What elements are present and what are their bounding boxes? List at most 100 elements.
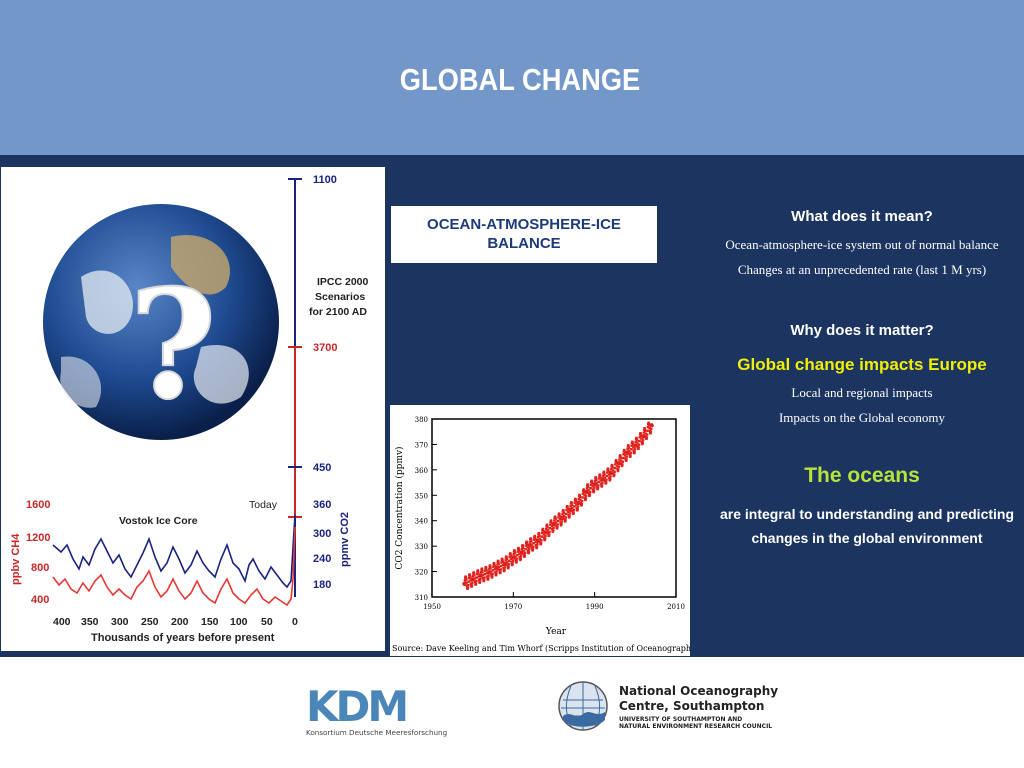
seasonal-marker (612, 472, 615, 475)
seasonal-marker (617, 468, 620, 471)
seasonal-marker (594, 476, 598, 480)
co2-tick-1100: 1100 (313, 174, 337, 186)
question-what: What does it mean? (791, 208, 933, 225)
seasonal-marker (601, 474, 605, 477)
seasonal-marker (556, 526, 559, 529)
ch4-axis-label: ppbv CH4 (10, 533, 22, 585)
seasonal-marker (599, 479, 602, 482)
seasonal-marker (548, 530, 551, 534)
seasonal-marker (645, 437, 648, 441)
ipcc-label-2: Scenarios (315, 291, 365, 303)
co2-tick-300: 300 (313, 528, 331, 540)
seasonal-marker (488, 567, 491, 571)
seasonal-marker (577, 501, 580, 505)
seasonal-marker (499, 564, 503, 568)
seasonal-marker (611, 469, 615, 472)
seasonal-marker (475, 576, 478, 579)
seasonal-marker (636, 445, 639, 448)
seasonal-marker (483, 572, 487, 576)
seasonal-marker (565, 512, 568, 516)
seasonal-marker (540, 539, 543, 542)
seasonal-marker (534, 543, 538, 547)
seasonal-marker (520, 547, 524, 551)
seasonal-marker (499, 570, 502, 574)
y-tick-label: 340 (415, 518, 428, 526)
seasonal-marker (578, 494, 581, 497)
seasonal-marker (540, 535, 543, 538)
seasonal-marker (566, 505, 569, 508)
data-point (649, 423, 654, 428)
vostok-co2-curve (52, 514, 296, 589)
seasonal-marker (465, 581, 468, 584)
seasonal-marker (627, 446, 631, 450)
seasonal-marker (585, 490, 588, 494)
seasonal-marker (607, 473, 611, 476)
seasonal-marker (491, 569, 495, 572)
seasonal-marker (528, 540, 532, 544)
x-tick-0: 0 (292, 616, 298, 628)
seasonal-marker (530, 543, 533, 546)
seasonal-marker (638, 439, 641, 443)
x-tick-200: 200 (171, 616, 189, 628)
seasonal-marker (621, 460, 624, 463)
seasonal-marker (536, 539, 539, 543)
seasonal-marker (589, 487, 592, 490)
seasonal-marker (481, 573, 485, 577)
seasonal-marker (603, 473, 606, 476)
seasonal-marker (580, 500, 584, 503)
seasonal-marker (583, 493, 586, 496)
seasonal-marker (493, 562, 496, 566)
seasonal-marker (483, 576, 486, 579)
seasonal-marker (597, 484, 600, 487)
seasonal-marker (619, 454, 622, 457)
seasonal-marker (548, 527, 552, 530)
seasonal-marker (556, 519, 560, 523)
seasonal-marker (593, 487, 596, 490)
seasonal-marker (541, 528, 545, 531)
seasonal-marker (511, 562, 514, 566)
seasonal-marker (613, 470, 616, 473)
seasonal-marker (514, 558, 517, 561)
seasonal-marker (465, 578, 468, 581)
seasonal-marker (471, 578, 474, 581)
seasonal-marker (618, 458, 621, 461)
seasonal-marker (474, 582, 478, 585)
seasonal-marker (489, 564, 492, 568)
seasonal-marker (646, 425, 650, 429)
seasonal-marker (607, 470, 610, 473)
seasonal-marker (532, 545, 535, 548)
seasonal-marker (593, 479, 597, 483)
x-tick-label: 1970 (504, 603, 522, 611)
x-tick-label: 1990 (586, 603, 604, 611)
seasonal-marker (471, 581, 474, 585)
seasonal-marker (492, 565, 495, 569)
seasonal-marker (503, 568, 506, 572)
seasonal-marker (633, 448, 637, 451)
seasonal-marker (523, 554, 527, 557)
seasonal-marker (522, 552, 526, 556)
seasonal-marker (650, 427, 653, 431)
kdm-logo-subtitle: Konsortium Deutsche Meeresforschung (306, 728, 447, 737)
seasonal-marker (497, 565, 501, 569)
seasonal-marker (591, 485, 594, 488)
seasonal-marker (637, 443, 641, 446)
seasonal-marker (582, 490, 586, 494)
question-mark: ? (129, 257, 217, 433)
seasonal-marker (626, 448, 629, 451)
y-tick-label: 310 (415, 594, 428, 602)
seasonal-marker (568, 512, 572, 515)
seasonal-marker (562, 511, 566, 515)
seasonal-marker (544, 531, 548, 534)
question-why: Why does it matter? (790, 322, 934, 339)
seasonal-marker (493, 567, 497, 571)
seasonal-marker (589, 483, 593, 486)
seasonal-marker (463, 582, 466, 585)
seasonal-marker (477, 578, 481, 581)
seasonal-marker (554, 521, 558, 524)
co2-axis-label: ppmv CO2 (339, 512, 351, 567)
seasonal-marker (588, 493, 592, 496)
today-label: Today (249, 499, 278, 511)
seasonal-marker (472, 571, 476, 575)
seasonal-marker (637, 446, 640, 449)
seasonal-marker (642, 435, 645, 438)
